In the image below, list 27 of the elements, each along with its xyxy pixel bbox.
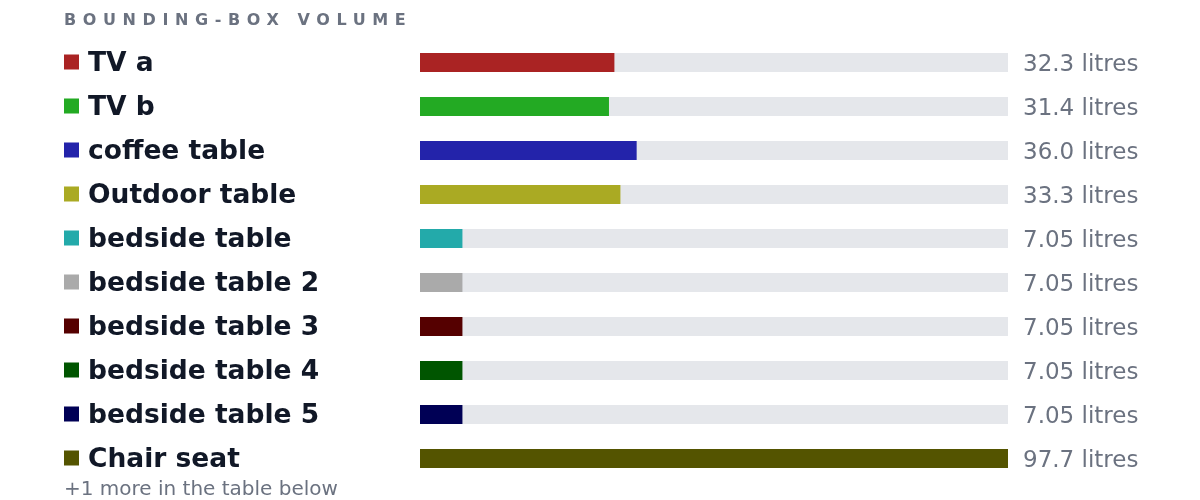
data-label: 31.4 litres <box>1023 93 1139 120</box>
data-label: 7.05 litres <box>1023 401 1139 428</box>
data-label: 7.05 litres <box>1023 357 1139 384</box>
y-tick-label: bedside table 5 <box>88 398 320 430</box>
y-tick-label: bedside table 2 <box>88 266 320 298</box>
y-tick-label: TV a <box>88 46 154 78</box>
y-tick-label: Chair seat <box>88 442 241 474</box>
text: +1 more in the table below <box>64 476 338 500</box>
y-tick-label: Outdoor table <box>88 178 297 210</box>
data-label: 7.05 litres <box>1023 269 1139 296</box>
data-label: 97.7 litres <box>1023 445 1139 472</box>
bar <box>420 229 463 248</box>
y-tick-label: TV b <box>88 90 155 122</box>
y-tick-label: bedside table 3 <box>88 310 320 342</box>
data-label: 32.3 litres <box>1023 49 1139 76</box>
data-label: 7.05 litres <box>1023 313 1139 340</box>
data-label: 7.05 litres <box>1023 225 1139 252</box>
bar <box>420 273 463 292</box>
bar <box>420 361 463 380</box>
y-tick-label: bedside table <box>88 222 292 254</box>
text: BOUNDING-BOX VOLUME <box>64 10 413 30</box>
y-tick-label: coffee table <box>88 134 266 166</box>
bar <box>420 405 463 424</box>
data-label: 36.0 litres <box>1023 137 1139 164</box>
bar <box>420 317 463 336</box>
y-tick-label: bedside table 4 <box>88 354 320 386</box>
data-label: 33.3 litres <box>1023 181 1139 208</box>
